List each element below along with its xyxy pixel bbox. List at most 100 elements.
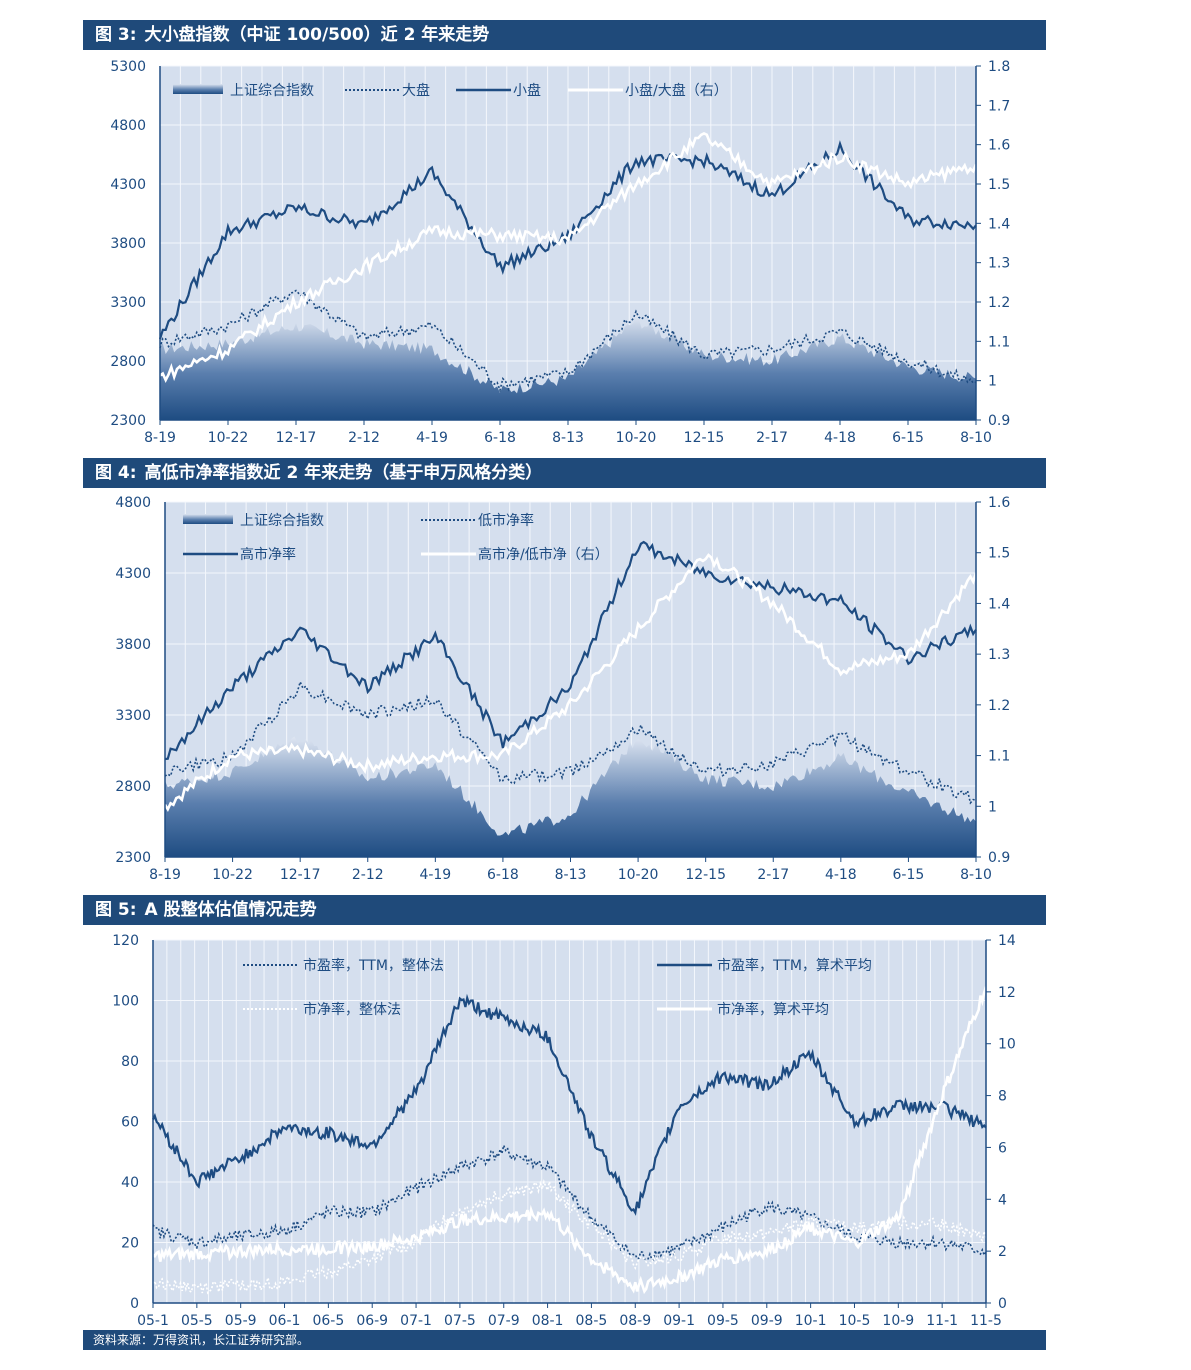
x-tick-label: 2-12 <box>352 867 384 883</box>
x-tick-label: 10-5 <box>839 1313 871 1327</box>
series-line-1 <box>159 289 977 393</box>
x-tick-label: 12-17 <box>280 867 321 883</box>
legend-label: 市净率，算术平均 <box>717 1001 829 1018</box>
chart2-svg: 4800 4300 3800 3300 2800 2300 1.6 1.5 1.4 1.3 1.2 1… <box>115 495 1010 883</box>
left-tick-label: 80 <box>121 1054 139 1070</box>
chart3-fig-label: 图 5: <box>95 900 137 920</box>
right-tick-label: 1.3 <box>988 256 1010 272</box>
right-tick-label: 4 <box>998 1192 1007 1208</box>
series-area-0 <box>160 315 976 420</box>
legend-label: 大盘 <box>402 82 430 99</box>
left-tick-label: 2800 <box>115 779 151 795</box>
x-tick-label: 10-22 <box>208 430 249 446</box>
x-tick-label: 8-13 <box>555 867 587 883</box>
left-tick-label: 4800 <box>110 118 146 134</box>
x-tick-label: 8-19 <box>149 867 181 883</box>
x-tick-label: 6-18 <box>487 867 519 883</box>
x-tick-label: 05-9 <box>225 1313 257 1327</box>
chart1-svg: 5300 4800 4300 3800 3300 2800 2300 1.8 1.7 1.6 1.5… <box>110 59 1010 446</box>
x-tick-label: 2-12 <box>348 430 380 446</box>
chart1-fig-label: 图 3: <box>95 25 137 45</box>
x-tick-label: 08-9 <box>619 1313 651 1327</box>
left-tick-label: 2300 <box>110 413 146 429</box>
x-tick-label: 08-5 <box>576 1313 608 1327</box>
x-tick-label: 09-9 <box>751 1313 783 1327</box>
x-tick-label: 2-17 <box>756 430 788 446</box>
right-tick-label: 14 <box>998 933 1016 949</box>
chart2-fig-label: 图 4: <box>95 463 137 483</box>
right-tick-label: 0.9 <box>988 850 1010 866</box>
x-tick-label: 10-9 <box>882 1313 914 1327</box>
series-line-2 <box>158 140 977 340</box>
x-tick-label: 4-18 <box>825 867 857 883</box>
x-tick-label: 06-9 <box>356 1313 388 1327</box>
left-tick-label: 20 <box>121 1236 139 1252</box>
chart3-title-bar: 图 5: A 股整体估值情况走势 <box>83 895 1046 925</box>
x-tick-label: 4-19 <box>419 867 451 883</box>
series-line-1 <box>152 993 987 1216</box>
right-tick-label: 0.9 <box>988 413 1010 429</box>
right-tick-label: 2 <box>998 1244 1007 1260</box>
chart2-title: 高低市净率指数近 2 年来走势（基于申万风格分类） <box>144 463 543 483</box>
left-tick-label: 4300 <box>110 177 146 193</box>
x-tick-label: 07-1 <box>400 1313 432 1327</box>
x-tick-label: 12-15 <box>684 430 725 446</box>
x-tick-label: 2-17 <box>757 867 789 883</box>
x-tick-label: 8-13 <box>552 430 584 446</box>
legend-label: 市盈率，TTM，整体法 <box>303 957 444 974</box>
x-tick-label: 08-1 <box>532 1313 564 1327</box>
legend-swatch <box>173 84 223 94</box>
right-tick-label: 1.6 <box>988 138 1010 154</box>
x-tick-label: 05-1 <box>137 1313 169 1327</box>
x-tick-label: 10-20 <box>616 430 657 446</box>
right-tick-label: 1.5 <box>988 177 1010 193</box>
left-tick-label: 60 <box>121 1115 139 1131</box>
x-tick-label: 09-5 <box>707 1313 739 1327</box>
left-tick-label: 3300 <box>115 708 151 724</box>
left-tick-label: 2800 <box>110 354 146 370</box>
right-tick-label: 8 <box>998 1089 1007 1105</box>
legend-label: 市净率，整体法 <box>303 1001 401 1018</box>
left-tick-label: 5300 <box>110 59 146 75</box>
x-tick-label: 6-15 <box>892 430 924 446</box>
left-tick-label: 120 <box>112 933 139 949</box>
x-tick-label: 4-18 <box>824 430 856 446</box>
legend-label: 市盈率，TTM，算术平均 <box>717 957 872 974</box>
left-tick-label: 4300 <box>115 566 151 582</box>
legend-label: 小盘 <box>513 82 541 99</box>
legend-label: 低市净率 <box>478 512 534 529</box>
right-tick-label: 1.4 <box>988 596 1010 612</box>
source-footer: 资料来源：万得资讯，长江证券研究部。 <box>83 1330 1046 1350</box>
legend-label: 上证综合指数 <box>240 513 324 529</box>
left-tick-label: 3800 <box>110 236 146 252</box>
series-line-3 <box>152 986 988 1295</box>
right-tick-label: 1.2 <box>988 295 1010 311</box>
x-tick-label: 07-5 <box>444 1313 476 1327</box>
x-tick-label: 07-9 <box>488 1313 520 1327</box>
left-tick-label: 4800 <box>115 495 151 511</box>
right-tick-label: 1.3 <box>988 647 1010 663</box>
x-tick-label: 05-5 <box>181 1313 213 1327</box>
left-tick-label: 2300 <box>115 850 151 866</box>
left-tick-label: 0 <box>130 1296 139 1312</box>
x-tick-label: 8-10 <box>960 430 992 446</box>
right-tick-label: 0 <box>998 1296 1007 1312</box>
right-tick-label: 10 <box>998 1037 1016 1053</box>
chart3-title: A 股整体估值情况走势 <box>144 900 317 920</box>
left-tick-label: 3800 <box>115 637 151 653</box>
series-line-1 <box>164 679 977 805</box>
chart2-title-bar: 图 4: 高低市净率指数近 2 年来走势（基于申万风格分类） <box>83 458 1046 488</box>
x-tick-label: 6-15 <box>893 867 925 883</box>
right-tick-label: 1.5 <box>988 546 1010 562</box>
right-tick-label: 1.8 <box>988 59 1010 75</box>
x-tick-label: 10-1 <box>795 1313 827 1327</box>
right-tick-label: 1.1 <box>988 334 1010 350</box>
right-tick-label: 1.6 <box>988 495 1010 511</box>
legend-swatch <box>183 514 233 524</box>
legend-label: 小盘/大盘（右） <box>625 82 728 99</box>
x-tick-label: 12-15 <box>685 867 726 883</box>
x-tick-label: 10-22 <box>212 867 253 883</box>
series-line-3 <box>163 553 978 813</box>
chart1-title-bar: 图 3: 大小盘指数（中证 100/500）近 2 年来走势 <box>83 20 1046 50</box>
